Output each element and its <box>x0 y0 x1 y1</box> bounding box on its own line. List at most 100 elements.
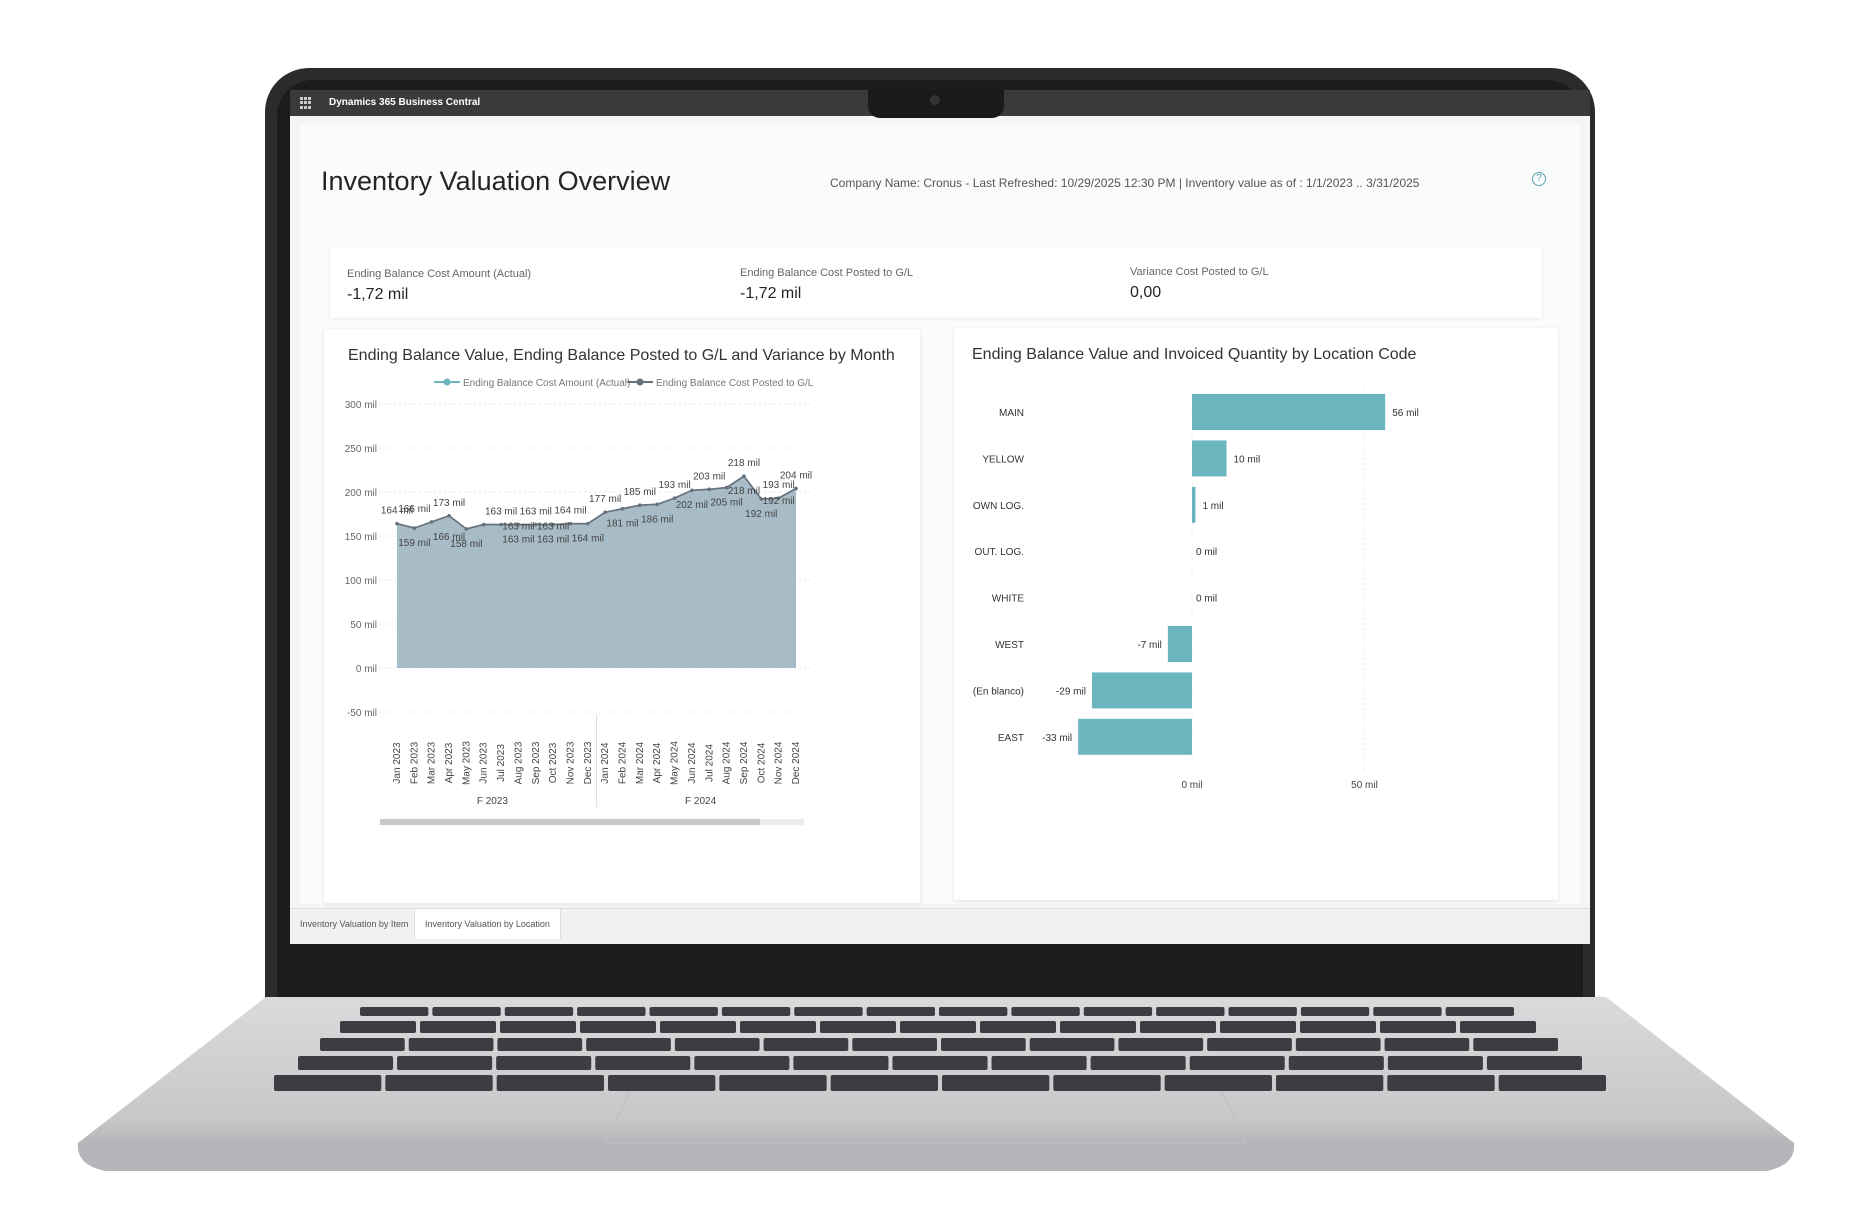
legend-entry: Ending Balance Cost Amount (Actual) <box>463 378 630 389</box>
data-point <box>429 520 434 524</box>
keyboard-key <box>504 1007 574 1016</box>
kpi-card: Ending Balance Cost Amount (Actual) -1,7… <box>330 248 1542 318</box>
data-point <box>395 521 399 526</box>
legend-marker <box>636 378 644 386</box>
keyboard-key <box>1228 1007 1297 1016</box>
keyboard-key <box>939 1007 1008 1016</box>
data-label: 203 mil <box>693 471 725 482</box>
y-tick-label: 50 mil <box>350 620 377 631</box>
keyboard-key <box>432 1007 501 1016</box>
kpi-label: Variance Cost Posted to G/L <box>1130 266 1269 278</box>
kpi-value: -1,72 mil <box>347 286 409 303</box>
app-launcher-icon[interactable] <box>300 97 312 109</box>
bar-value-label: -7 mil <box>1137 640 1161 651</box>
data-label: 164 mil <box>572 534 604 545</box>
keyboard-key <box>1473 1038 1558 1051</box>
keyboard-key <box>1445 1007 1514 1016</box>
data-label: 193 mil <box>763 480 795 491</box>
x-tick-label: Sep 2023 <box>531 741 542 784</box>
data-point <box>742 474 746 478</box>
keyboard-key <box>1029 1038 1115 1051</box>
x-tick-label: May 2024 <box>670 741 681 785</box>
chart-title: Ending Balance Value, Ending Balance Pos… <box>348 347 895 364</box>
keyboard-key <box>496 1056 592 1070</box>
data-label: 158 mil <box>450 539 482 550</box>
chart-legend: Ending Balance Cost Amount (Actual) Endin… <box>434 378 814 389</box>
keyboard-key <box>360 1007 429 1016</box>
tab-inventory-valuation-by-item[interactable]: Inventory Valuation by Item <box>300 919 409 929</box>
keyboard-key <box>892 1056 988 1070</box>
keyboard-key <box>1300 1007 1370 1016</box>
keyboard-key <box>1090 1056 1186 1070</box>
keyboard-key <box>397 1056 493 1070</box>
bar <box>1192 394 1386 430</box>
keyboard-key <box>794 1007 863 1016</box>
x-tick-label: Apr 2023 <box>444 742 455 783</box>
bar <box>1167 626 1192 662</box>
screen: Dynamics 365 Business Central Inventory … <box>290 90 1590 944</box>
x-tick-label: Nov 2024 <box>774 741 785 784</box>
keyboard-key <box>274 1075 382 1091</box>
category-label: MAIN <box>999 408 1024 419</box>
keyboard-key <box>1140 1021 1216 1033</box>
keyboard-key <box>1156 1007 1225 1016</box>
x-tick-label: Nov 2023 <box>565 741 576 784</box>
keyboard-key <box>1295 1038 1381 1051</box>
data-point <box>551 522 555 527</box>
keyboard-key <box>608 1075 716 1091</box>
help-icon[interactable]: ? <box>1532 172 1546 186</box>
monthly-chart-card[interactable]: Ending Balance Value, Ending Balance Pos… <box>324 329 920 903</box>
x-tick-label: Oct 2023 <box>548 742 559 783</box>
data-label: 181 mil <box>606 519 638 530</box>
keyboard-key <box>408 1038 494 1051</box>
keyboard-key <box>660 1021 736 1033</box>
webcam <box>930 95 940 105</box>
data-point <box>481 522 486 527</box>
data-point <box>707 487 712 492</box>
data-point <box>603 510 607 515</box>
category-label: WHITE <box>992 594 1025 605</box>
data-point <box>586 521 590 526</box>
bar-chart: 0 mil 50 mil MAIN 56 mil YELLOW 10 mil OWN LOG… <box>973 388 1419 791</box>
x-tick-label: Jul 2023 <box>496 744 507 782</box>
y-tick-label: 300 mil <box>345 400 377 411</box>
y-tick-label: 100 mil <box>345 576 377 587</box>
data-point <box>776 496 781 500</box>
keyboard-key <box>694 1056 790 1070</box>
tab-inventory-valuation-by-location[interactable]: Inventory Valuation by Location <box>414 909 561 939</box>
report-tabs: Inventory Valuation by Item Inventory Va… <box>290 908 1590 944</box>
area-chart: 300 mil 250 mil 200 mil 150 mil 100 mil 50 mi… <box>345 378 814 825</box>
x-tick-label: Sep 2024 <box>739 741 750 784</box>
data-label: 192 mil <box>763 496 795 507</box>
kpi-label: Ending Balance Cost Amount (Actual) <box>347 268 532 280</box>
keyboard-key <box>1118 1038 1204 1051</box>
data-label: 202 mil <box>676 500 708 511</box>
keyboard-key <box>1164 1075 1272 1091</box>
bar-value-label: 10 mil <box>1234 454 1261 465</box>
keyboard-key <box>900 1021 976 1033</box>
keyboard-key <box>497 1038 583 1051</box>
y-tick-label: 0 mil <box>356 664 377 675</box>
data-label: 204 mil <box>780 470 812 481</box>
x-tick-label: Jun 2023 <box>479 742 490 784</box>
data-label: 163 mil <box>485 507 517 518</box>
data-point <box>638 503 642 507</box>
data-label: 218 mil <box>728 486 760 497</box>
report-meta: Company Name: Cronus - Last Refreshed: 1… <box>830 176 1420 190</box>
data-point <box>447 513 451 518</box>
data-point <box>499 522 503 527</box>
bar <box>1192 486 1196 523</box>
keyboard-key <box>991 1056 1087 1070</box>
keyboard-key <box>763 1038 849 1051</box>
bar <box>1078 718 1192 755</box>
data-point <box>690 488 694 493</box>
keyboard-key <box>649 1007 718 1016</box>
page-title: Inventory Valuation Overview <box>321 166 671 196</box>
bar-value-label: 0 mil <box>1196 594 1217 605</box>
keyboard-key <box>1288 1056 1384 1070</box>
location-chart-card[interactable]: Ending Balance Value and Invoiced Quanti… <box>954 328 1558 900</box>
kpi-value: 0,00 <box>1130 284 1162 301</box>
y-tick-label: 150 mil <box>345 532 377 543</box>
keyboard-key <box>721 1007 791 1016</box>
data-point <box>759 497 764 501</box>
